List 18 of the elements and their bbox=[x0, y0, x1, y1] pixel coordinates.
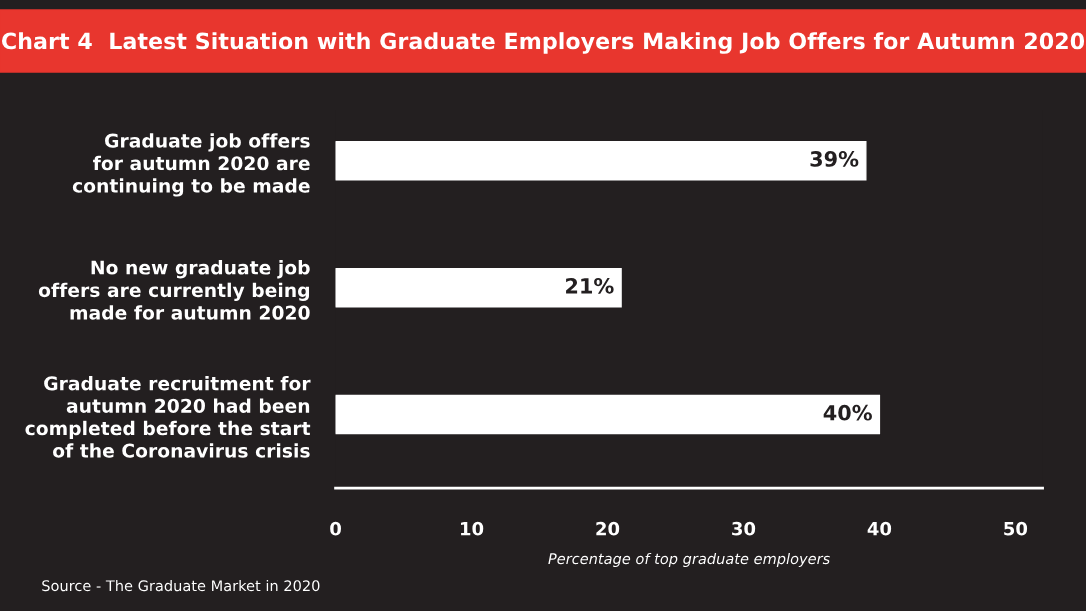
source-note: Source - The Graduate Market in 2020 bbox=[42, 579, 320, 592]
chart-title: Chart 4 Latest Situation with Graduate Employers Making Job Offers for Autumn 2020 bbox=[2, 32, 1085, 54]
x-tick-label: 0 bbox=[330, 521, 341, 536]
data-label: 40% bbox=[823, 404, 872, 421]
x-tick-label: 10 bbox=[461, 521, 484, 536]
x-tick-label: 20 bbox=[596, 521, 620, 536]
x-tick-label: 30 bbox=[732, 521, 756, 536]
x-tick-label: 50 bbox=[1004, 521, 1028, 536]
x-tick-label: 40 bbox=[867, 521, 892, 536]
y-tick-label: Graduate recruitment for autumn 2020 had been completed before the start of the Coronavirus crisis bbox=[25, 375, 311, 458]
data-label: 21% bbox=[566, 277, 614, 294]
x-axis-title: Percentage of top graduate employers bbox=[548, 552, 830, 567]
data-label: 39% bbox=[810, 151, 859, 167]
y-tick-label: Graduate job offers for autumn 2020 are continuing to be made bbox=[72, 133, 310, 197]
bar bbox=[335, 394, 881, 435]
bar bbox=[335, 267, 622, 308]
bar bbox=[335, 141, 867, 181]
y-tick-label: No new graduate job offers are currently being made for autumn 2020 bbox=[38, 260, 310, 320]
